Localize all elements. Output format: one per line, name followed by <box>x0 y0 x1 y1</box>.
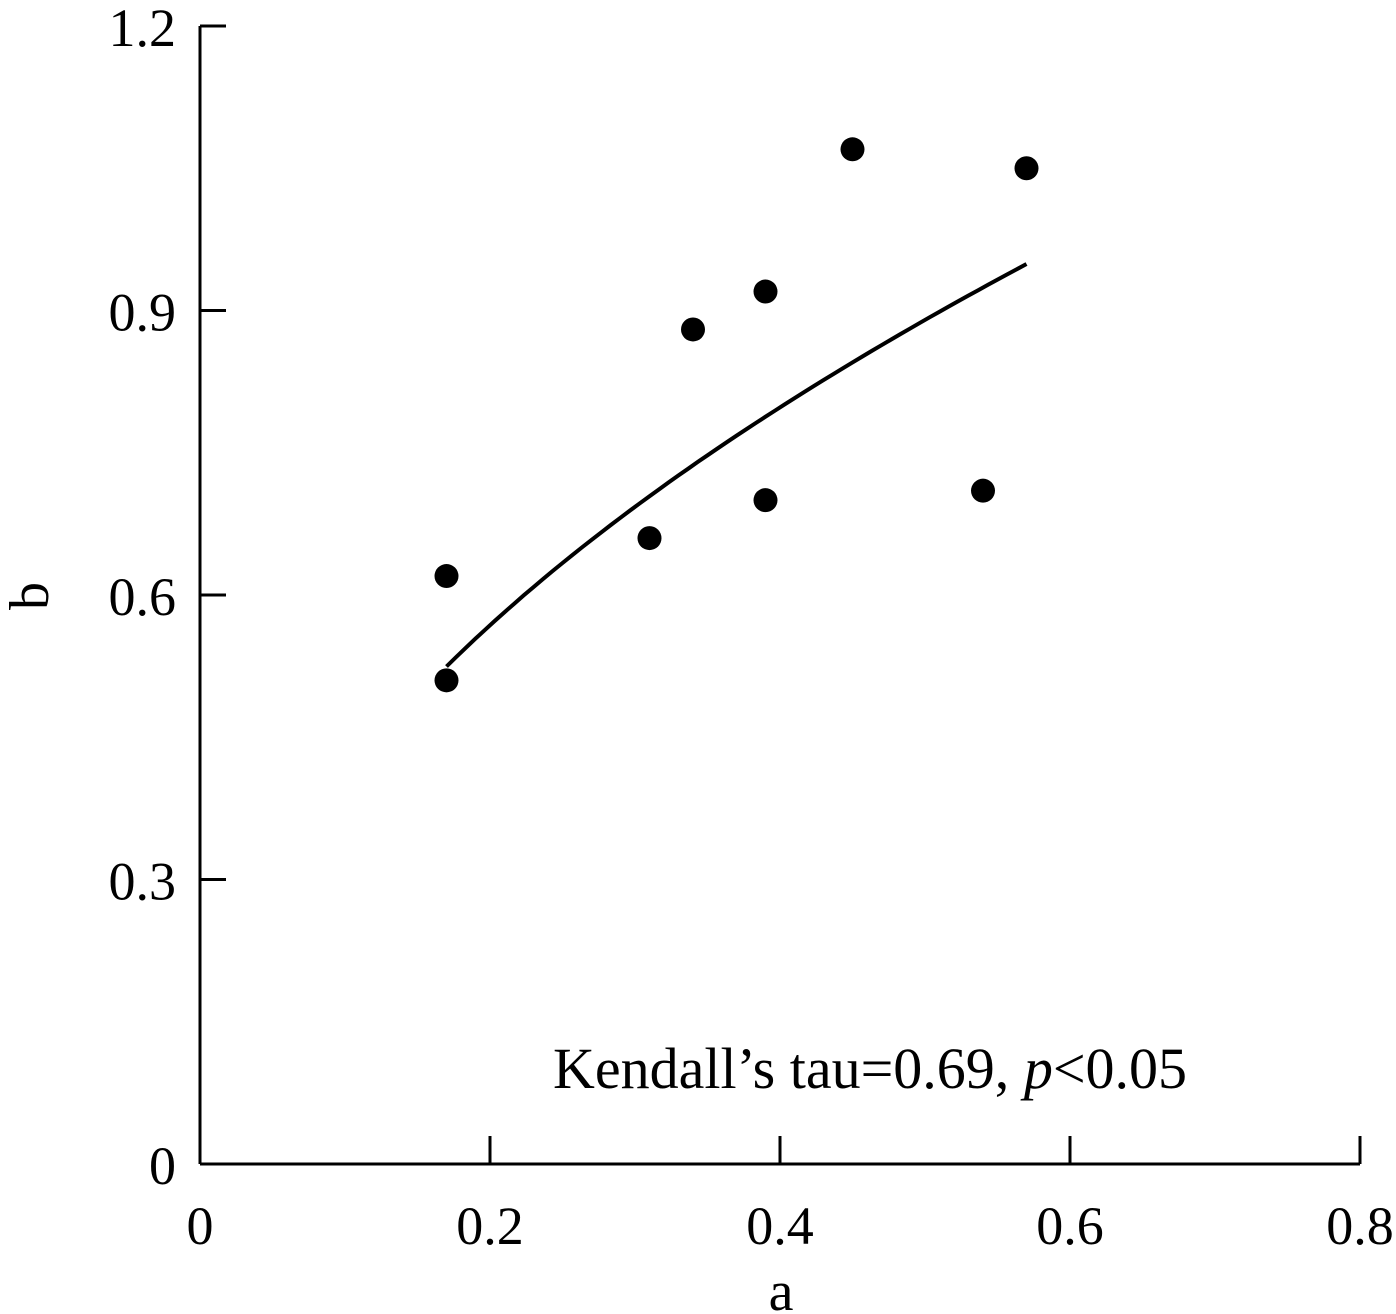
y-axis-label: b <box>0 582 61 610</box>
x-tick-label: 0.2 <box>456 1196 524 1256</box>
data-point <box>840 137 865 162</box>
kendall-annotation: Kendall’s tau=0.69, p<0.05 <box>553 1036 1187 1101</box>
axes <box>198 26 1360 1166</box>
data-points <box>434 137 1039 693</box>
fit-curve <box>445 262 1028 668</box>
ticks <box>200 24 1362 1164</box>
data-point <box>637 526 662 551</box>
y-tick-label: 0.3 <box>109 852 177 912</box>
x-tick-label: 0.6 <box>1036 1196 1104 1256</box>
x-tick-label: 0.4 <box>746 1196 814 1256</box>
data-point <box>753 279 778 304</box>
annotation-suffix: <0.05 <box>1053 1036 1187 1101</box>
data-point <box>434 564 459 589</box>
x-tick-label: 0.8 <box>1326 1196 1394 1256</box>
x-axis-label: a <box>769 1261 794 1314</box>
annotation-prefix: Kendall’s tau=0.69, <box>553 1036 1024 1101</box>
y-tick-label: 1.2 <box>109 0 177 58</box>
data-point <box>681 317 705 342</box>
data-point <box>434 668 459 693</box>
annotation-p: p <box>1020 1036 1053 1101</box>
data-point <box>1014 156 1039 181</box>
y-tick-label: 0.6 <box>109 567 177 627</box>
data-point <box>753 488 778 513</box>
tick-labels: 0 0.2 0.4 0.6 0.8 0 0.3 0.6 0.9 1.2 <box>109 0 1394 1256</box>
y-tick-label: 0.9 <box>109 283 177 343</box>
y-tick-label: 0 <box>149 1136 176 1196</box>
data-point <box>971 478 995 503</box>
x-tick-label: 0 <box>187 1196 214 1256</box>
